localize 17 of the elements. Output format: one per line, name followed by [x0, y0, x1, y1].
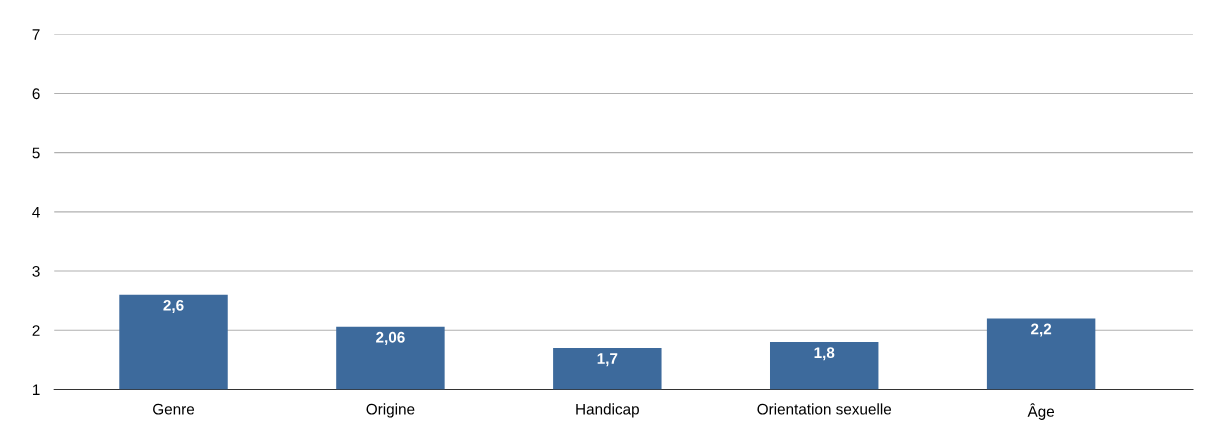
y-tick-label: 4 — [32, 206, 40, 218]
x-tick-label: Âge — [1027, 403, 1055, 420]
x-tick-label: Genre — [153, 403, 195, 415]
x-tick-label: Orientation sexuelle — [757, 403, 892, 415]
y-tick-label: 6 — [32, 88, 40, 100]
data-label: 2,06 — [376, 331, 405, 345]
y-tick-label: 7 — [32, 29, 40, 40]
x-tick-label: Origine — [366, 403, 415, 418]
y-tick-label: 5 — [32, 147, 40, 159]
data-label: 1,7 — [597, 353, 618, 367]
y-tick-label: 3 — [32, 265, 40, 277]
data-label: 2,2 — [1031, 323, 1052, 337]
x-tick-label: Handicap — [576, 403, 639, 418]
y-tick-label: 2 — [32, 325, 40, 336]
data-label: 1,8 — [814, 347, 835, 361]
y-tick-label: 1 — [33, 384, 40, 396]
data-label: 2,6 — [163, 299, 184, 313]
